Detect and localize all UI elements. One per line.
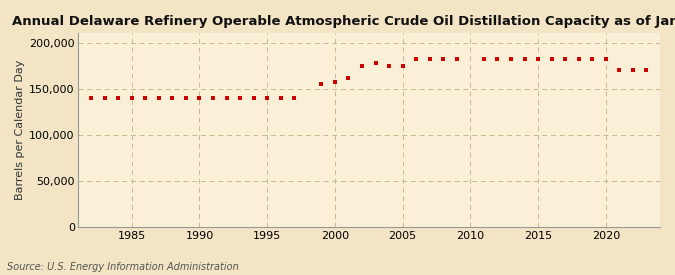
Title: Annual Delaware Refinery Operable Atmospheric Crude Oil Distillation Capacity as: Annual Delaware Refinery Operable Atmosp… bbox=[11, 15, 675, 28]
Y-axis label: Barrels per Calendar Day: Barrels per Calendar Day bbox=[15, 60, 25, 200]
Text: Source: U.S. Energy Information Administration: Source: U.S. Energy Information Administ… bbox=[7, 262, 238, 272]
